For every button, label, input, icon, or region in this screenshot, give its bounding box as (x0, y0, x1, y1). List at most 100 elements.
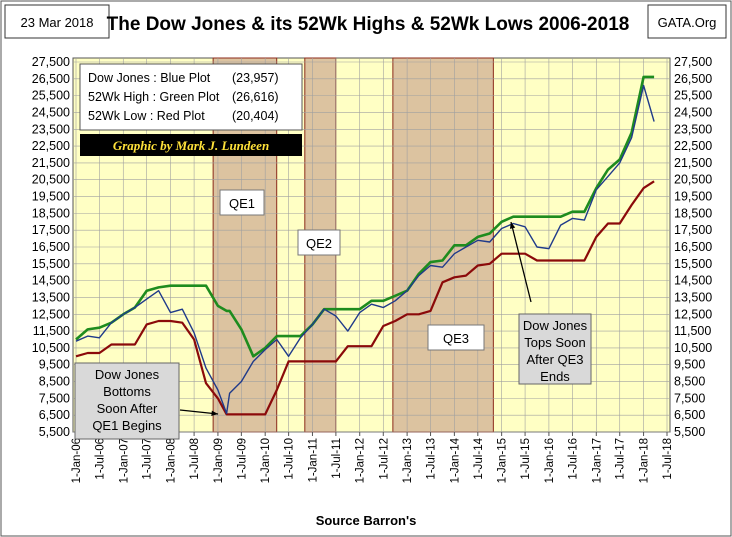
x-tick-label: 1-Jan-11 (307, 438, 319, 483)
y2-tick-label: 5,500 (674, 425, 705, 439)
y-tick-label: 16,500 (32, 240, 70, 254)
x-tick-label: 1-Jan-07 (118, 438, 130, 483)
region-label-box (219, 189, 265, 216)
x-tick-label: 1-Jan-15 (497, 438, 509, 483)
series-line (75, 180, 655, 416)
x-tick-label: 1-Jul-15 (520, 438, 532, 480)
y-tick-label: 10,500 (32, 341, 70, 355)
legend-value: (20,404) (232, 109, 279, 123)
x-tick-label: 1-Jan-16 (544, 438, 556, 483)
date-label: 23 Mar 2018 (21, 15, 94, 30)
legend-label: 52Wk High : Green Plot (88, 90, 220, 104)
y2-tick-label: 12,500 (674, 307, 712, 321)
region-label-box (427, 324, 485, 351)
y2-tick-label: 14,500 (674, 274, 712, 288)
x-tick-label: 1-Jul-12 (378, 438, 390, 480)
y-tick-label: 7,500 (39, 391, 70, 405)
y-tick-label: 6,500 (39, 408, 70, 422)
x-tick-label: 1-Jan-12 (355, 438, 367, 483)
region-label: QE3 (443, 331, 469, 346)
legend-label: 52Wk Low : Red Plot (88, 109, 205, 123)
y-tick-label: 5,500 (39, 425, 70, 439)
legend-value: (23,957) (232, 71, 279, 85)
y2-tick-label: 18,500 (674, 206, 712, 220)
annotation-text: Tops Soon (524, 335, 585, 350)
annotation-arrow (510, 221, 532, 303)
x-tick-label: 1-Jan-08 (166, 438, 178, 483)
x-axis-title: Source Barron's (316, 513, 417, 528)
annotation-text: QE1 Begins (92, 418, 162, 433)
y2-tick-label: 24,500 (674, 105, 712, 119)
y2-tick-label: 27,500 (674, 55, 712, 69)
x-tick-label: 1-Jan-13 (402, 438, 414, 483)
y-tick-label: 13,500 (32, 290, 70, 304)
y-tick-label: 26,500 (32, 72, 70, 86)
qe-region (392, 57, 494, 433)
annotation-text: Dow Jones (523, 318, 588, 333)
annotation-text: Soon After (97, 401, 158, 416)
annotation-box (74, 362, 180, 440)
x-tick-label: 1-Jul-16 (567, 438, 579, 480)
annotation-text: Dow Jones (95, 367, 160, 382)
y2-tick-label: 22,500 (674, 139, 712, 153)
y-tick-label: 14,500 (32, 274, 70, 288)
x-tick-label: 1-Jan-10 (260, 438, 272, 483)
source-label: GATA.Org (658, 15, 717, 30)
arrow-head (509, 222, 516, 229)
y2-tick-label: 21,500 (674, 156, 712, 170)
y2-tick-label: 10,500 (674, 341, 712, 355)
y2-tick-label: 23,500 (674, 122, 712, 136)
x-tick-label: 1-Jul-08 (189, 438, 201, 480)
y-tick-label: 15,500 (32, 257, 70, 271)
y2-tick-label: 17,500 (674, 223, 712, 237)
y-tick-label: 24,500 (32, 105, 70, 119)
y-tick-label: 12,500 (32, 307, 70, 321)
y2-tick-label: 15,500 (674, 257, 712, 271)
region-label-box (297, 229, 341, 256)
x-tick-label: 1-Jul-18 (662, 438, 674, 480)
y-tick-label: 8,500 (39, 375, 70, 389)
y2-tick-label: 25,500 (674, 89, 712, 103)
date-box (4, 4, 110, 39)
source-box (647, 4, 727, 39)
annotation-text: After QE3 (526, 352, 583, 367)
annotation-text: Bottoms (103, 384, 151, 399)
x-tick-label: 1-Jan-18 (639, 438, 651, 483)
y-tick-label: 9,500 (39, 358, 70, 372)
region-label: QE1 (229, 196, 255, 211)
x-tick-label: 1-Jul-11 (331, 438, 343, 479)
legend-label: Dow Jones : Blue Plot (88, 71, 211, 85)
y-tick-label: 27,500 (32, 55, 70, 69)
y-tick-label: 18,500 (32, 206, 70, 220)
chart-title: The Dow Jones & its 52Wk Highs & 52Wk Lo… (107, 14, 630, 35)
x-tick-label: 1-Jul-06 (94, 438, 106, 480)
x-tick-label: 1-Jul-17 (615, 438, 627, 480)
legend-box (79, 63, 303, 131)
y2-tick-label: 20,500 (674, 173, 712, 187)
x-tick-label: 1-Jul-14 (473, 437, 485, 479)
y-tick-label: 23,500 (32, 122, 70, 136)
series-line (75, 84, 655, 415)
y2-tick-label: 9,500 (674, 358, 705, 372)
annotation-box (518, 313, 592, 385)
series-line (75, 75, 655, 358)
y-tick-label: 19,500 (32, 190, 70, 204)
credit-box (80, 134, 302, 156)
y2-tick-label: 16,500 (674, 240, 712, 254)
y2-tick-label: 6,500 (674, 408, 705, 422)
x-tick-label: 1-Jan-17 (591, 438, 603, 483)
y-tick-label: 22,500 (32, 139, 70, 153)
y-tick-label: 25,500 (32, 89, 70, 103)
legend-value: (26,616) (232, 90, 279, 104)
x-tick-label: 1-Jul-07 (142, 438, 154, 480)
region-label: QE2 (306, 236, 332, 251)
y2-tick-label: 26,500 (674, 72, 712, 86)
x-tick-label: 1-Jul-10 (284, 438, 296, 480)
x-tick-label: 1-Jul-13 (426, 438, 438, 480)
x-tick-label: 1-Jul-09 (236, 438, 248, 480)
y-tick-label: 20,500 (32, 173, 70, 187)
y-tick-label: 11,500 (33, 324, 70, 338)
x-tick-label: 1-Jan-06 (71, 438, 83, 483)
